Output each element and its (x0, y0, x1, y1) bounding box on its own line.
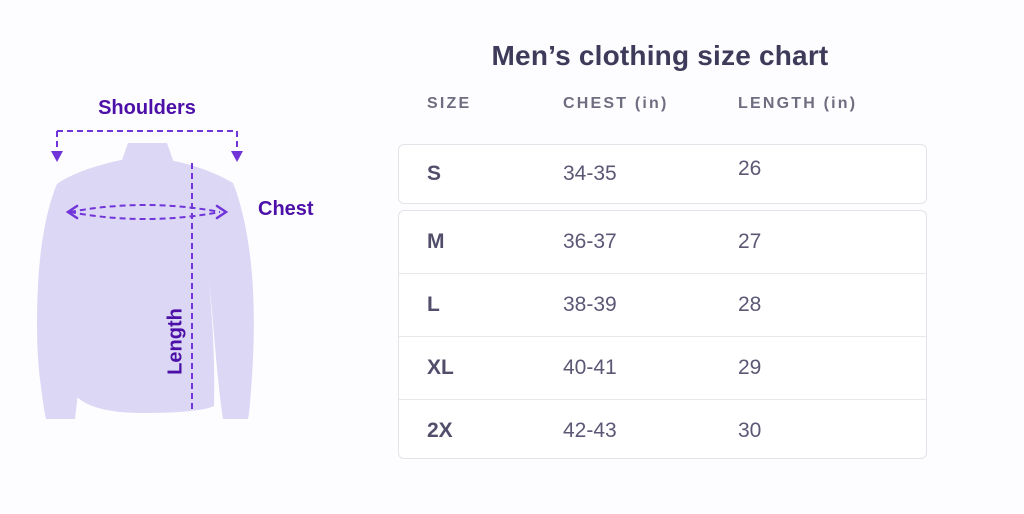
shoulders-measure-line (56, 130, 238, 151)
length-value: 26 (738, 156, 762, 180)
table-row: XL 40-41 29 (399, 336, 926, 399)
shoulders-label: Shoulders (98, 97, 196, 119)
chest-value: 36-37 (563, 230, 617, 253)
length-label: Length (164, 308, 187, 375)
length-value: 29 (738, 356, 762, 379)
chest-value: 40-41 (563, 356, 617, 379)
page-title: Men’s clothing size chart (491, 40, 829, 71)
table-row: L 38-39 28 (399, 273, 926, 336)
size-value: L (427, 293, 440, 316)
chest-label: Chest (258, 198, 314, 220)
shoulders-arrow-left-icon (51, 151, 63, 162)
shirt-measurement-diagram: Shoulders Chest Length (20, 85, 360, 485)
shirt-torso (57, 160, 233, 413)
shoulders-arrow-right-icon (231, 151, 243, 162)
table-row: M 36-37 27 (399, 211, 926, 273)
length-value: 27 (738, 230, 762, 253)
shirt-collar (121, 143, 174, 163)
shirt-right-sleeve (209, 183, 254, 419)
table-card-s: S 34-35 26 (398, 144, 927, 204)
chest-value: 38-39 (563, 293, 617, 316)
shirt-illustration (37, 130, 254, 419)
chest-measure-ellipse (69, 204, 221, 220)
chest-value: 34-35 (563, 162, 617, 185)
table-row: S 34-35 26 (399, 145, 926, 203)
column-header-chest: CHEST (in) (563, 95, 669, 112)
length-value: 30 (738, 419, 762, 442)
chest-measure-arrowheads (65, 204, 229, 220)
size-table: SIZE CHEST (in) LENGTH (in) S 34-35 26 M… (398, 95, 929, 459)
size-value: XL (427, 356, 454, 379)
shirt-left-sleeve (37, 184, 85, 419)
size-value: S (427, 162, 442, 185)
table-card-m-2x: M 36-37 27 L 38-39 28 XL 40-41 29 2X 42-… (398, 210, 927, 459)
length-value: 28 (738, 293, 762, 316)
chest-value: 42-43 (563, 419, 617, 442)
table-header-row: SIZE CHEST (in) LENGTH (in) (398, 95, 929, 119)
table-row: 2X 42-43 30 (399, 399, 926, 462)
column-header-size: SIZE (427, 95, 472, 112)
size-value: M (427, 230, 445, 253)
column-header-length: LENGTH (in) (738, 95, 858, 112)
size-value: 2X (427, 419, 453, 442)
